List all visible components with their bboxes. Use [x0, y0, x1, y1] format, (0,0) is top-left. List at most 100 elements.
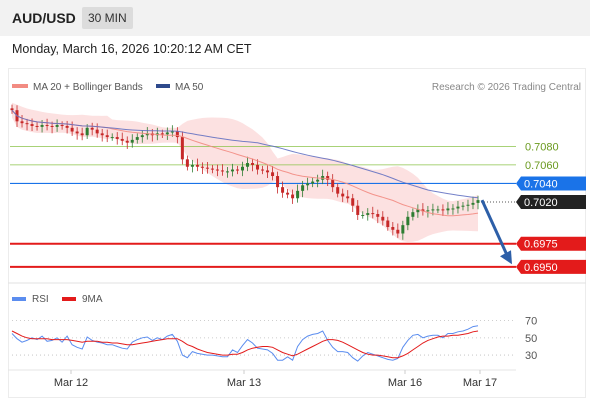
- candle-body: [220, 170, 224, 172]
- chart-frame: [8, 68, 586, 398]
- candle-body: [10, 108, 14, 111]
- candle-body: [376, 214, 380, 217]
- candle-body: [291, 194, 295, 199]
- candle-body: [326, 176, 330, 180]
- candle-body: [55, 125, 59, 127]
- level-tag-text: 0.6950: [524, 262, 558, 274]
- candle-body: [366, 213, 370, 215]
- candle: [115, 132, 119, 145]
- candle-body: [190, 164, 194, 167]
- candle-body: [356, 205, 360, 215]
- candle: [441, 204, 445, 216]
- candle: [286, 189, 290, 199]
- rsi-legend-label: RSI: [32, 294, 49, 305]
- candle: [356, 200, 360, 220]
- candle-body: [456, 206, 460, 209]
- candle: [100, 129, 104, 142]
- candle-body: [431, 209, 435, 211]
- candle-body: [436, 209, 440, 211]
- rsi-legend-swatch: [12, 297, 26, 301]
- candle: [200, 162, 204, 174]
- candle: [401, 220, 405, 240]
- candle-body: [256, 164, 260, 170]
- candle-body: [406, 216, 410, 226]
- candle-body: [301, 185, 305, 191]
- candle-body: [461, 205, 465, 207]
- timeframe-badge[interactable]: 30 MIN: [82, 7, 133, 29]
- 9ma-legend-label: 9MA: [82, 294, 103, 305]
- candle: [331, 174, 335, 193]
- candle-body: [45, 125, 49, 127]
- candle-body: [95, 129, 99, 134]
- candle: [361, 211, 365, 219]
- x-axis: Mar 12 Mar 13 Mar 16 Mar 17: [54, 370, 497, 389]
- candle: [235, 165, 239, 175]
- candle-body: [336, 187, 340, 194]
- top-bar: AUD/USD 30 MIN: [0, 0, 590, 36]
- candle-body: [476, 200, 480, 203]
- candle: [190, 159, 194, 173]
- candle: [471, 196, 475, 210]
- candle: [406, 211, 410, 231]
- candle-body: [386, 220, 390, 228]
- candle-body: [200, 166, 204, 168]
- candle: [376, 209, 380, 224]
- candle-body: [466, 204, 470, 206]
- candle: [25, 118, 29, 131]
- candle: [80, 127, 84, 141]
- candle-body: [381, 216, 385, 221]
- candle: [381, 211, 385, 226]
- level-labels: 0.7080 0.7060 0.7040 0.6975 0.6950 0.7020: [516, 141, 586, 274]
- candle: [291, 189, 295, 204]
- candle: [210, 164, 214, 174]
- candle-body: [180, 137, 184, 160]
- candle: [165, 127, 169, 140]
- candle-body: [471, 202, 475, 205]
- candle: [396, 223, 400, 238]
- 9ma-legend-swatch: [62, 297, 76, 301]
- candle: [266, 165, 270, 178]
- candle: [391, 222, 395, 236]
- candle-body: [130, 139, 134, 143]
- candle-body: [451, 208, 455, 210]
- candle-body: [261, 169, 265, 171]
- candle: [351, 193, 355, 212]
- candle-body: [306, 183, 310, 186]
- candle-body: [135, 137, 139, 140]
- candle: [416, 204, 420, 218]
- ma20-legend-label: MA 20 + Bollinger Bands: [33, 82, 143, 93]
- bollinger-band-fill: [12, 102, 478, 242]
- candle: [476, 195, 480, 210]
- candle-body: [351, 198, 355, 206]
- candle: [436, 205, 440, 214]
- moving-averages: [11, 109, 512, 265]
- candle-body: [70, 127, 74, 132]
- level-tag-bg: [516, 259, 586, 274]
- candle: [366, 208, 370, 221]
- candle-body: [361, 214, 365, 216]
- candle-body: [125, 140, 129, 143]
- last-price-tag: 0.7020: [516, 194, 586, 209]
- candle-body: [80, 133, 84, 136]
- candle: [45, 118, 49, 131]
- candle: [205, 162, 209, 174]
- candle-body: [235, 169, 239, 171]
- price-levels: [10, 145, 516, 268]
- candle: [421, 203, 425, 216]
- candle-body: [215, 169, 219, 171]
- candle: [276, 171, 280, 194]
- ma50-line: [11, 109, 479, 199]
- candle: [371, 206, 375, 219]
- candle-body: [30, 124, 34, 126]
- level-tag-text: 0.7040: [524, 178, 558, 190]
- candle: [240, 161, 244, 177]
- candle: [230, 163, 234, 177]
- candle: [75, 127, 79, 140]
- candle: [95, 123, 99, 138]
- candle-body: [446, 208, 450, 211]
- candle: [256, 159, 260, 175]
- candle: [10, 104, 14, 114]
- level-tag-0.6950: 0.6950: [516, 259, 586, 274]
- candle-body: [296, 190, 300, 199]
